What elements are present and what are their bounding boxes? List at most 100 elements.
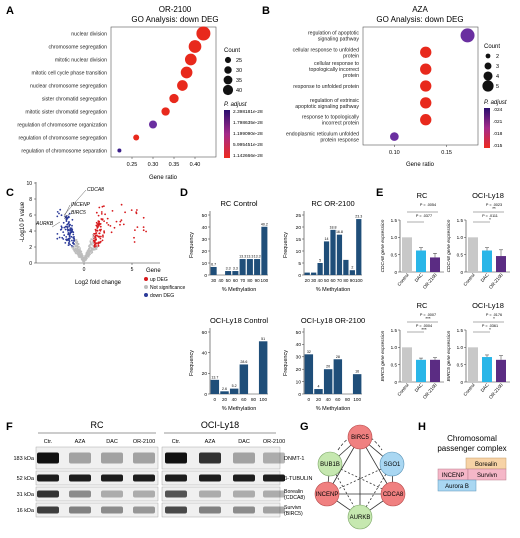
- callout-line: [63, 212, 71, 220]
- volcano-point: [95, 211, 98, 214]
- expression-bar: [496, 359, 506, 382]
- member-aurora-b: [437, 479, 477, 492]
- histogram-bar: [239, 259, 246, 275]
- volcano-point: [79, 247, 81, 250]
- color-legend-label: .018: [493, 131, 503, 137]
- volcano-point: [56, 237, 59, 240]
- node-incenp: [314, 481, 340, 507]
- volcano-point: [56, 215, 59, 218]
- color-legend-label: .021: [493, 119, 503, 125]
- histogram-bar: [225, 271, 232, 275]
- blot-band: [133, 506, 155, 514]
- volcano-point: [58, 236, 61, 239]
- volcano-point: [86, 253, 89, 256]
- volcano-point: [115, 220, 118, 223]
- y-tick-label: 1.5: [391, 328, 398, 333]
- panel-letter: F: [6, 421, 13, 433]
- y-tick-label: 4: [29, 229, 32, 235]
- histogram-title: OCI-Ly18 Control: [210, 316, 268, 325]
- x-tick-label: 90: [255, 278, 261, 283]
- member-label: Borealin: [475, 462, 497, 468]
- volcano-point: [145, 230, 148, 233]
- volcano-point: [71, 228, 74, 231]
- lane-labels: Ctr. Ctr. AZA AZA DAC DAC OR-2100 OR-2100: [44, 439, 285, 445]
- member-survivn: [467, 468, 507, 481]
- x-tick-label: 60: [335, 397, 341, 402]
- x-tick-label: 90: [350, 278, 356, 283]
- sig-stars: **: [492, 206, 496, 211]
- x-tick-label: 80: [343, 278, 349, 283]
- volcano-point: [76, 252, 79, 255]
- bar-value-label: 5.2: [232, 384, 237, 388]
- panel-c: C 0 2 4 6 8 10 0 5 -Log10 P value Log2 fold cha…: [6, 181, 186, 299]
- y-tick-label: 0.5: [391, 362, 398, 367]
- edge: [337, 433, 383, 451]
- callout-line: [63, 189, 87, 216]
- volcano-point: [62, 238, 65, 240]
- size-legend-label: 30: [236, 68, 242, 74]
- volcano-point: [67, 232, 70, 234]
- expression-bar: [430, 257, 440, 272]
- x-tick-label: 0.40: [190, 162, 201, 168]
- volcano-point: [97, 225, 100, 227]
- size-legend: 2 3 4 5: [482, 53, 499, 92]
- histogram-bar: [246, 259, 253, 275]
- volcano-point: [96, 246, 98, 249]
- volcano-point: [91, 241, 94, 243]
- protein-label: (BIRC5): [284, 511, 303, 517]
- color-legend-label: 1.142666e-28: [233, 153, 263, 159]
- expression-title: OCI-Ly18: [472, 301, 504, 310]
- x-tick-label: DAC: [414, 272, 425, 283]
- category-label: cellular response to unfolded: [293, 47, 359, 53]
- category-label: protein: [343, 73, 359, 79]
- blot-band: [37, 506, 59, 514]
- bar-value-label: 51: [261, 337, 265, 341]
- y-tick-label: 10: [296, 249, 302, 255]
- y-tick-label: 10: [202, 261, 208, 267]
- p-value: P = .0054: [420, 203, 436, 207]
- p-value: P = .0176: [486, 313, 502, 317]
- volcano-point: [69, 243, 71, 246]
- volcano-point: [67, 221, 70, 224]
- category-label: endoplasmic reticulum unfolded: [286, 132, 359, 138]
- volcano-point: [99, 237, 102, 240]
- y-tick-label: 20: [296, 367, 302, 373]
- p-value: P = .0361: [482, 324, 498, 328]
- volcano-point: [98, 222, 101, 225]
- size-legend-title: Count: [224, 48, 240, 54]
- blot-strip: [35, 486, 159, 502]
- volcano-point: [94, 234, 97, 237]
- p-value: P = .0004: [416, 324, 432, 328]
- callout-line: [63, 204, 71, 218]
- volcano-point: [133, 241, 136, 243]
- category-label: regulation of apoptotic: [308, 30, 359, 36]
- y-tick-label: 0: [298, 273, 301, 279]
- volcano-point: [81, 256, 84, 258]
- volcano-point: [70, 244, 73, 247]
- panel-g: G BIRC5 BUB1B SGO1 INCENP: [300, 421, 406, 530]
- data-point: [420, 97, 432, 109]
- volcano-point: [92, 242, 95, 245]
- volcano-point: [73, 239, 75, 242]
- data-point: [177, 80, 188, 91]
- volcano-point: [92, 236, 95, 238]
- legend-item: down DEG: [150, 293, 174, 299]
- member-label: Survivn: [477, 473, 497, 479]
- volcano-point: [94, 245, 96, 248]
- data-point: [149, 120, 157, 129]
- volcano-point: [77, 249, 79, 252]
- volcano-point: [122, 223, 125, 226]
- panel-f: F RC OCI-Ly18 Ctr. Ctr. AZA AZA DAC DAC OR-210…: [6, 420, 313, 518]
- volcano-point: [91, 247, 94, 250]
- x-tick-label: 40: [326, 397, 332, 402]
- panel-letter: H: [418, 421, 426, 433]
- volcano-point: [59, 208, 62, 211]
- volcano-point: [62, 221, 65, 224]
- color-bar: [484, 108, 490, 148]
- volcano-point: [80, 253, 83, 256]
- category-label: response to unfolded protein: [293, 84, 359, 90]
- y-axis-label: Frequency: [189, 232, 195, 258]
- bar-value-label: 13.3: [246, 255, 253, 259]
- panel-h: H Chromosomal passenger complex Borealin…: [418, 421, 507, 492]
- blot-strip: [35, 470, 159, 486]
